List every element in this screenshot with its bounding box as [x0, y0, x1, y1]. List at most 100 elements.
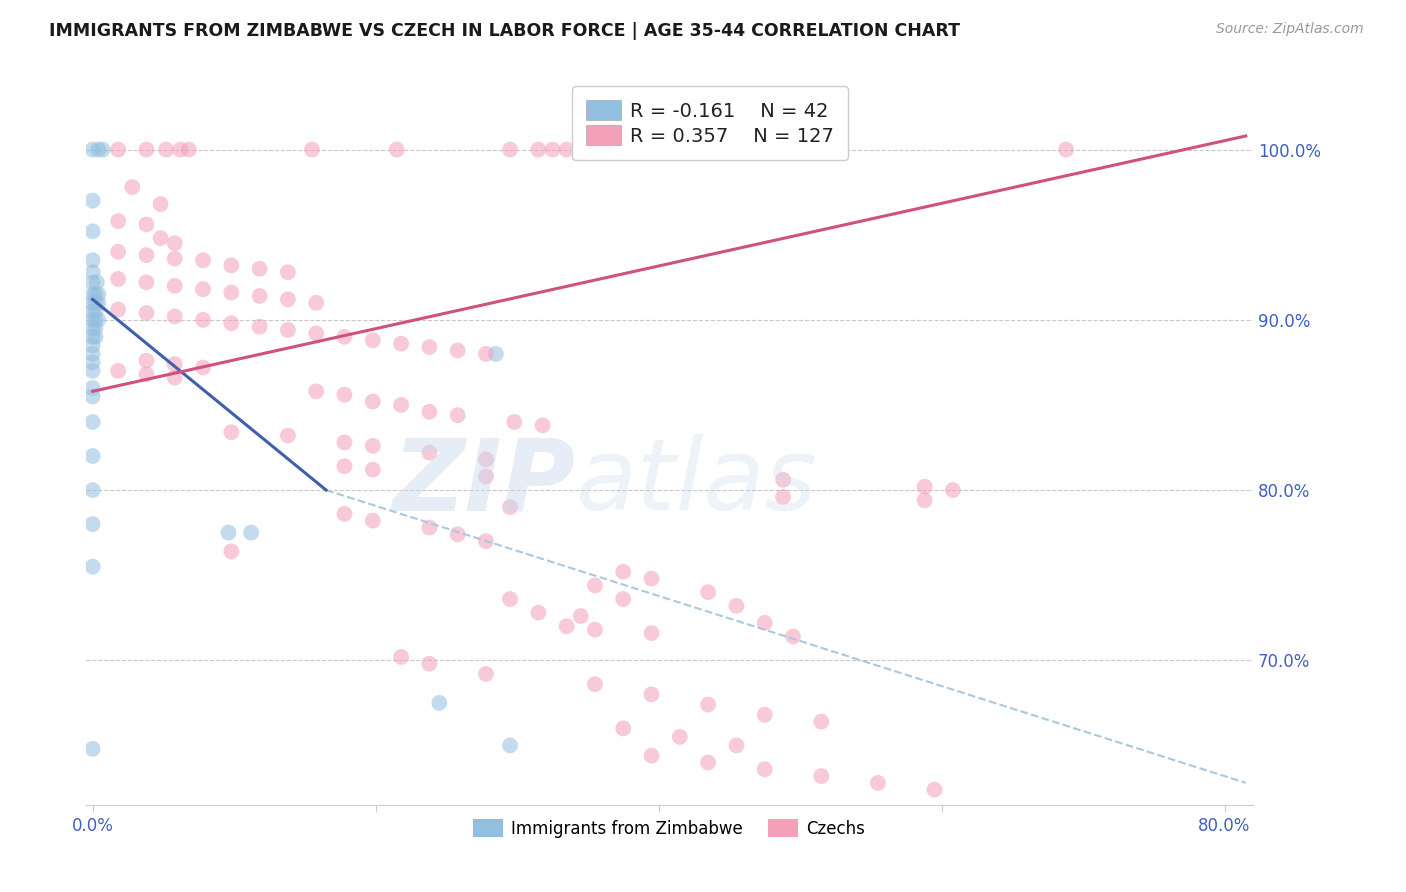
Point — [82, 143, 104, 157]
Point — [333, 435, 356, 450]
Point — [640, 626, 662, 640]
Point — [277, 293, 299, 307]
Point — [475, 534, 498, 549]
Point — [82, 389, 104, 403]
Point — [772, 473, 794, 487]
Point — [121, 180, 143, 194]
Point — [84, 321, 107, 335]
Point — [389, 398, 412, 412]
Point — [725, 599, 748, 613]
Point — [82, 483, 104, 497]
Point — [221, 544, 243, 558]
Point — [612, 143, 634, 157]
Point — [163, 236, 186, 251]
Text: IMMIGRANTS FROM ZIMBABWE VS CZECH IN LABOR FORCE | AGE 35-44 CORRELATION CHART: IMMIGRANTS FROM ZIMBABWE VS CZECH IN LAB… — [49, 22, 960, 40]
Point — [754, 762, 776, 776]
Legend: Immigrants from Zimbabwe, Czechs: Immigrants from Zimbabwe, Czechs — [467, 813, 872, 844]
Point — [333, 507, 356, 521]
Point — [418, 520, 440, 534]
Point — [87, 295, 110, 310]
Point — [810, 769, 832, 783]
Point — [107, 143, 129, 157]
Point — [221, 316, 243, 330]
Point — [475, 347, 498, 361]
Point — [82, 330, 104, 344]
Point — [163, 310, 186, 324]
Point — [84, 304, 107, 318]
Point — [277, 265, 299, 279]
Point — [569, 609, 592, 624]
Point — [82, 304, 104, 318]
Point — [640, 748, 662, 763]
Point — [163, 370, 186, 384]
Point — [531, 418, 554, 433]
Point — [249, 289, 271, 303]
Point — [163, 252, 186, 266]
Point — [87, 287, 110, 301]
Point — [754, 615, 776, 630]
Point — [555, 619, 578, 633]
Point — [418, 405, 440, 419]
Point — [499, 500, 522, 514]
Point — [86, 276, 108, 290]
Point — [82, 559, 104, 574]
Point — [135, 276, 157, 290]
Point — [277, 428, 299, 442]
Point — [82, 347, 104, 361]
Point — [249, 319, 271, 334]
Point — [754, 707, 776, 722]
Point — [163, 278, 186, 293]
Point — [475, 469, 498, 483]
Point — [82, 415, 104, 429]
Point — [82, 253, 104, 268]
Point — [810, 714, 832, 729]
Text: Source: ZipAtlas.com: Source: ZipAtlas.com — [1216, 22, 1364, 37]
Point — [169, 143, 191, 157]
Point — [82, 364, 104, 378]
Point — [82, 517, 104, 532]
Point — [82, 287, 104, 301]
Point — [389, 649, 412, 664]
Point — [361, 333, 384, 347]
Point — [914, 480, 936, 494]
Point — [107, 364, 129, 378]
Point — [87, 313, 110, 327]
Point — [149, 197, 172, 211]
Point — [82, 741, 104, 756]
Point — [191, 313, 214, 327]
Point — [361, 439, 384, 453]
Point — [361, 462, 384, 476]
Point — [135, 218, 157, 232]
Point — [191, 253, 214, 268]
Point — [84, 330, 107, 344]
Point — [503, 415, 526, 429]
Point — [333, 388, 356, 402]
Point — [82, 194, 104, 208]
Point — [305, 384, 328, 399]
Point — [583, 677, 606, 691]
Point — [914, 493, 936, 508]
Point — [418, 340, 440, 354]
Point — [107, 302, 129, 317]
Point — [942, 483, 965, 497]
Point — [475, 667, 498, 681]
Point — [669, 730, 692, 744]
Point — [612, 565, 634, 579]
Point — [82, 224, 104, 238]
Point — [640, 687, 662, 701]
Point — [389, 336, 412, 351]
Point — [191, 360, 214, 375]
Point — [333, 330, 356, 344]
Point — [163, 357, 186, 371]
Point — [475, 452, 498, 467]
Point — [177, 143, 200, 157]
Point — [305, 295, 328, 310]
Point — [697, 756, 720, 770]
Point — [583, 578, 606, 592]
Text: ZIP: ZIP — [392, 434, 576, 532]
Point — [725, 739, 748, 753]
Point — [82, 321, 104, 335]
Point — [427, 696, 450, 710]
Point — [361, 514, 384, 528]
Point — [277, 323, 299, 337]
